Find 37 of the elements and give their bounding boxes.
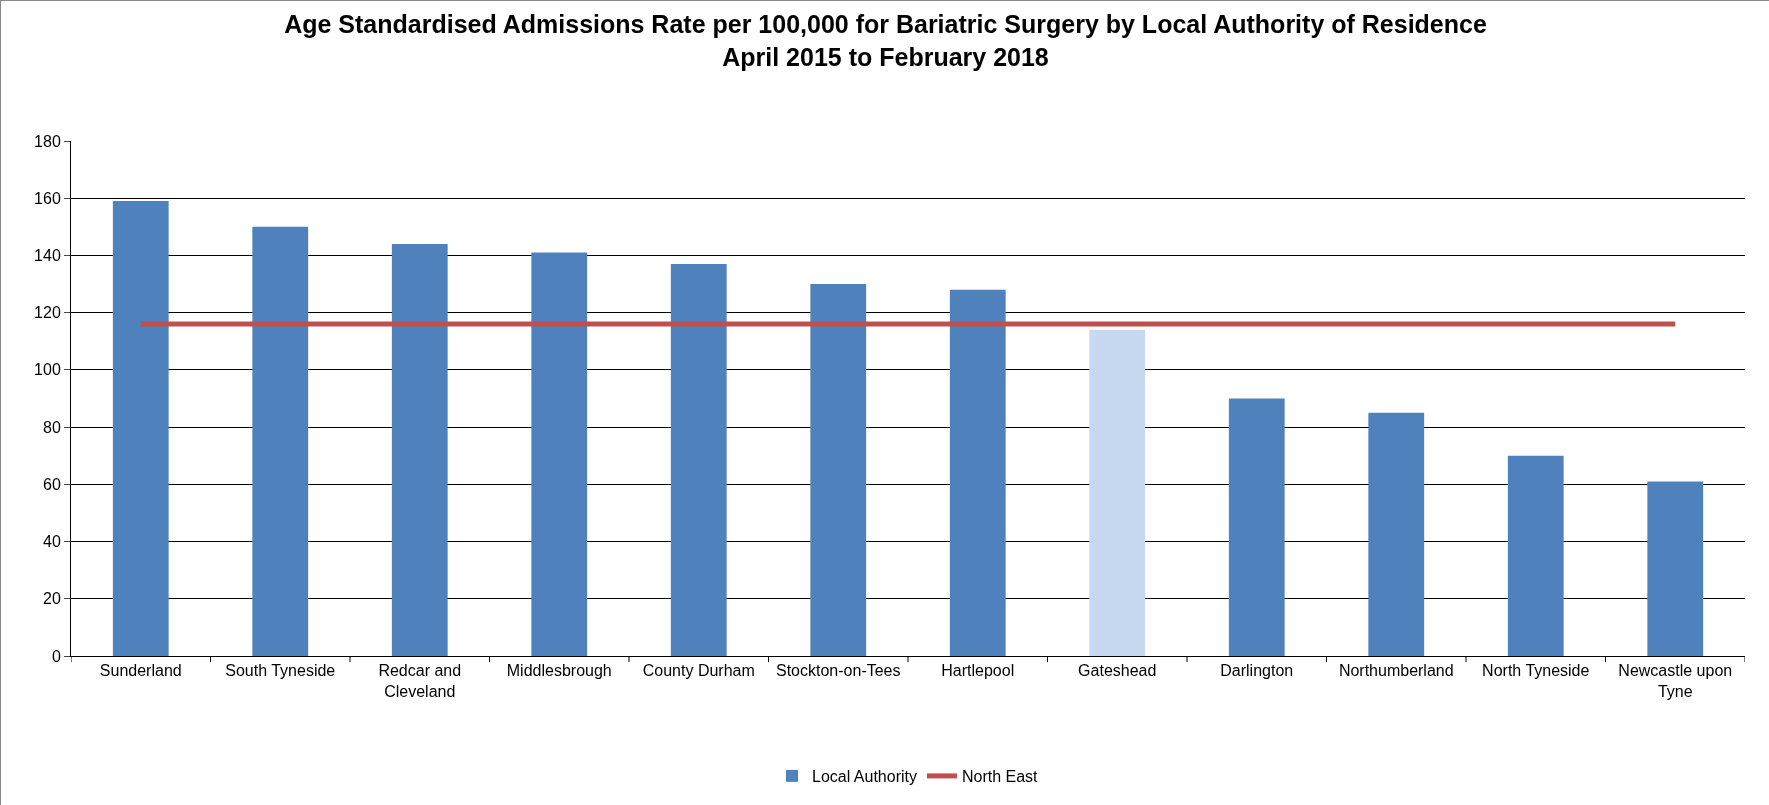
y-tick-label: 60 [43, 475, 61, 493]
y-tick-label: 0 [51, 647, 61, 665]
bar [112, 201, 169, 656]
x-tick-label: County Durham [642, 662, 755, 680]
x-tick-label: Stockton-on-Tees [775, 662, 901, 680]
x-tick-label: Newcastle upon Tyne [1618, 662, 1733, 700]
x-tick-label: Redcar and Cleveland [378, 662, 462, 700]
y-tick-label: 80 [43, 418, 61, 436]
bar [531, 252, 588, 656]
bar [810, 284, 867, 656]
bar [949, 289, 1006, 656]
y-tick-label: 120 [34, 304, 61, 322]
bar [1089, 329, 1146, 656]
x-tick-label: Northumberland [1338, 662, 1454, 680]
x-tick-label: Middlesbrough [506, 662, 612, 680]
chart-title: Age Standardised Admissions Rate per 100,000 for Bariatric Surgery by Local Authority of Residence April 2015 to February 2018 [284, 10, 1487, 71]
x-tick-label: Hartlepool [941, 662, 1015, 680]
x-tick-label: North Tyneside [1482, 662, 1590, 680]
x-tick-label: Sunderland [99, 662, 182, 680]
y-tick-label: 100 [34, 361, 61, 379]
y-tick-label: 160 [34, 189, 61, 207]
bar [1647, 481, 1704, 656]
bar [1507, 455, 1564, 656]
legend-label: North East [961, 768, 1039, 786]
bar [391, 244, 448, 656]
y-tick-label: 180 [34, 132, 61, 150]
legend-label: Local Authority [812, 768, 917, 786]
bar [252, 226, 309, 656]
y-tick-label: 140 [34, 247, 61, 265]
y-tick-label: 40 [43, 533, 61, 551]
bar [670, 264, 727, 656]
bar [1368, 412, 1425, 656]
x-tick-label: South Tyneside [225, 662, 336, 680]
x-tick-label: Darlington [1220, 662, 1294, 680]
y-tick-label: 20 [43, 590, 61, 608]
bar [1228, 398, 1285, 656]
x-tick-label: Gateshead [1078, 662, 1157, 680]
